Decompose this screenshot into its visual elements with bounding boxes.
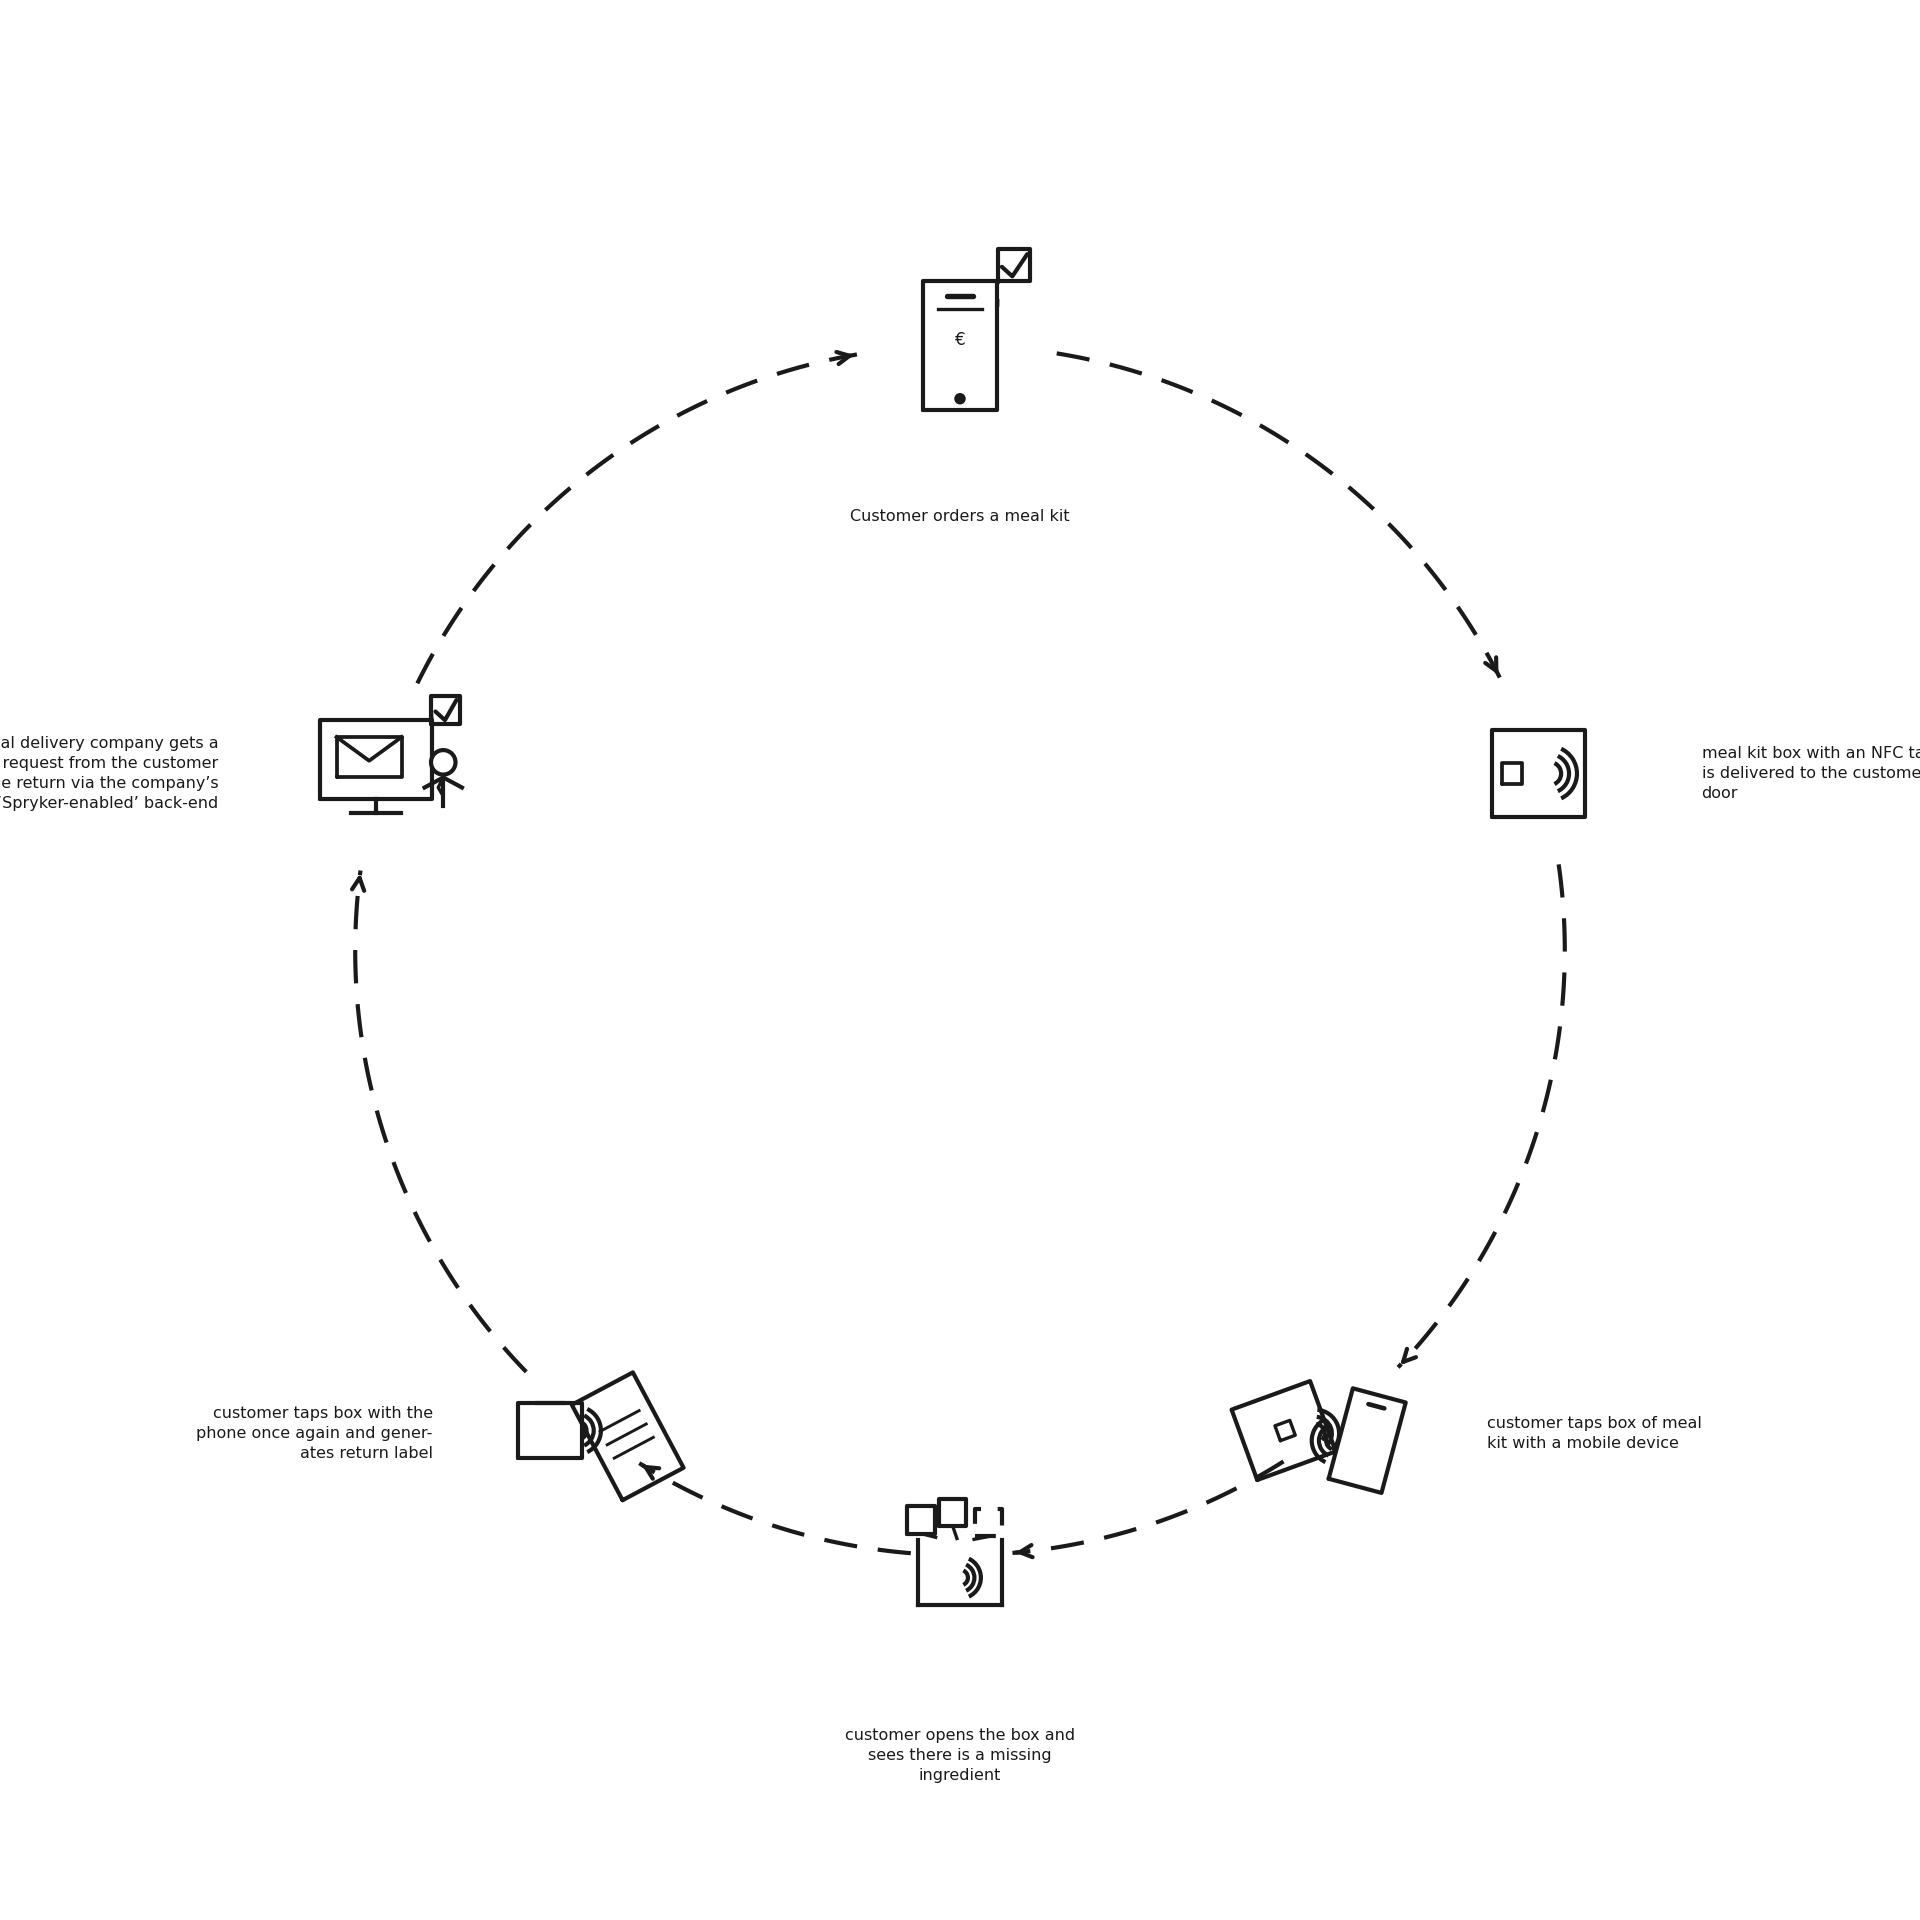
Text: Returns manager at Meal delivery company gets a
notification of a return request: Returns manager at Meal delivery company… xyxy=(0,737,219,810)
Circle shape xyxy=(430,751,455,774)
Text: Customer orders a meal kit: Customer orders a meal kit xyxy=(851,509,1069,524)
Text: customer opens the box and
sees there is a missing
ingredient: customer opens the box and sees there is… xyxy=(845,1728,1075,1782)
Text: meal kit box with an NFC tag
is delivered to the customer’s
door: meal kit box with an NFC tag is delivere… xyxy=(1701,747,1920,801)
Text: €: € xyxy=(954,332,966,349)
Circle shape xyxy=(954,394,966,403)
Text: customer taps box with the
phone once again and gener-
ates return label: customer taps box with the phone once ag… xyxy=(196,1405,432,1461)
Text: customer taps box of meal
kit with a mobile device: customer taps box of meal kit with a mob… xyxy=(1488,1417,1701,1452)
